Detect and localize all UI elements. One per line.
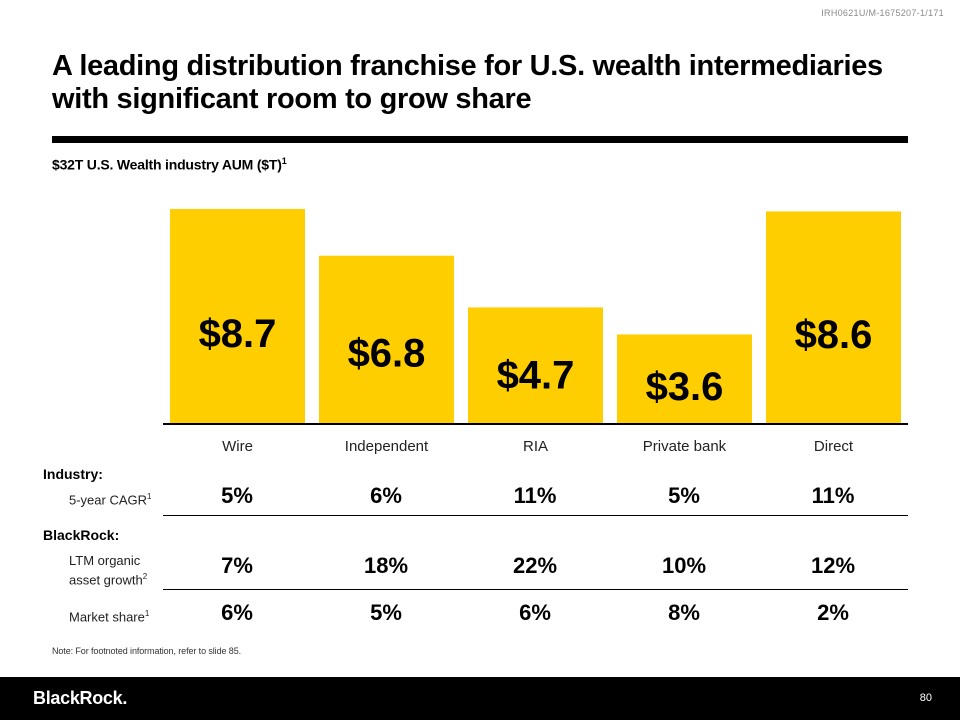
growth-value-wire: 7% (221, 553, 253, 578)
growth-value-direct: 12% (810, 553, 856, 578)
blackrock-logo: BlackRock. (33, 688, 128, 708)
row-label-cagr-footnote: 1 (147, 492, 152, 501)
row-label-market-share-text: Market share (69, 609, 145, 625)
chart-subtitle: $32T U.S. Wealth industry AUM ($T)1 (52, 156, 287, 173)
table-divider-1 (163, 515, 908, 516)
bar-ria (468, 307, 603, 423)
growth-value-ria: 22% (512, 553, 558, 578)
row-label-organic-growth-text: LTM organic asset growth (69, 553, 143, 588)
growth-value-independent: 18% (363, 553, 409, 578)
category-label-wire: Wire (222, 438, 253, 455)
bar-value-label-ria: $4.7 (497, 353, 575, 397)
row-label-market-share: Market share1 (69, 606, 149, 625)
slide-title: A leading distribution franchise for U.S… (52, 50, 883, 115)
growth-value-private-bank: 10% (661, 553, 707, 578)
bar-value-label-direct: $8.6 (795, 313, 873, 357)
share-value-ria: 6% (519, 600, 551, 625)
bar-wire (170, 209, 305, 423)
category-label-ria: RIA (523, 438, 548, 455)
footer-bar: BlackRock. 80 (0, 677, 960, 720)
row-values-market-share: 6% 5% 6% 8% 2% (163, 598, 908, 628)
aum-bar-chart: $8.7 Wire $6.8 Independent $4.7 RIA $3.6 Privat… (163, 209, 908, 455)
title-divider (52, 136, 908, 143)
table-divider-2 (163, 589, 908, 590)
industry-section-label: Industry: (43, 466, 103, 482)
bar-value-label-wire: $8.7 (199, 312, 277, 356)
row-label-organic-growth: LTM organic asset growth2 (69, 553, 169, 588)
row-label-cagr: 5-year CAGR1 (69, 489, 151, 508)
cagr-value-private-bank: 5% (668, 483, 700, 508)
category-label-private-bank: Private bank (643, 438, 727, 455)
category-label-independent: Independent (345, 438, 429, 455)
row-label-organic-growth-footnote: 2 (142, 572, 148, 581)
bar-value-label-independent: $6.8 (348, 332, 426, 376)
cagr-value-ria: 11% (513, 483, 557, 508)
row-label-market-share-footnote: 1 (144, 609, 150, 618)
document-id: IRH0621U/M-1675207-1/171 (821, 8, 944, 18)
cagr-value-direct: 11% (811, 483, 855, 508)
page-number: 80 (919, 692, 932, 704)
share-value-wire: 6% (221, 600, 253, 625)
share-value-direct: 2% (817, 600, 849, 625)
bar-independent (319, 255, 454, 423)
bar-value-label-private-bank: $3.6 (646, 365, 724, 409)
bar-direct (766, 211, 901, 423)
footnote-note: Note: For footnoted information, refer t… (52, 646, 242, 656)
bar-private-bank (617, 334, 752, 423)
row-values-cagr: 5% 6% 11% 5% 11% (163, 481, 908, 511)
share-value-independent: 5% (370, 600, 402, 625)
category-label-direct: Direct (814, 438, 854, 455)
row-label-cagr-text: 5-year CAGR (69, 492, 148, 508)
chart-subtitle-text: $32T U.S. Wealth industry AUM ($T) (52, 156, 282, 173)
share-value-private-bank: 8% (668, 600, 700, 625)
blackrock-section-label: BlackRock: (43, 527, 120, 543)
chart-subtitle-footnote: 1 (281, 156, 287, 166)
cagr-value-wire: 5% (221, 483, 253, 508)
cagr-value-independent: 6% (370, 483, 402, 508)
row-values-organic-growth: 7% 18% 22% 10% 12% (163, 551, 908, 581)
